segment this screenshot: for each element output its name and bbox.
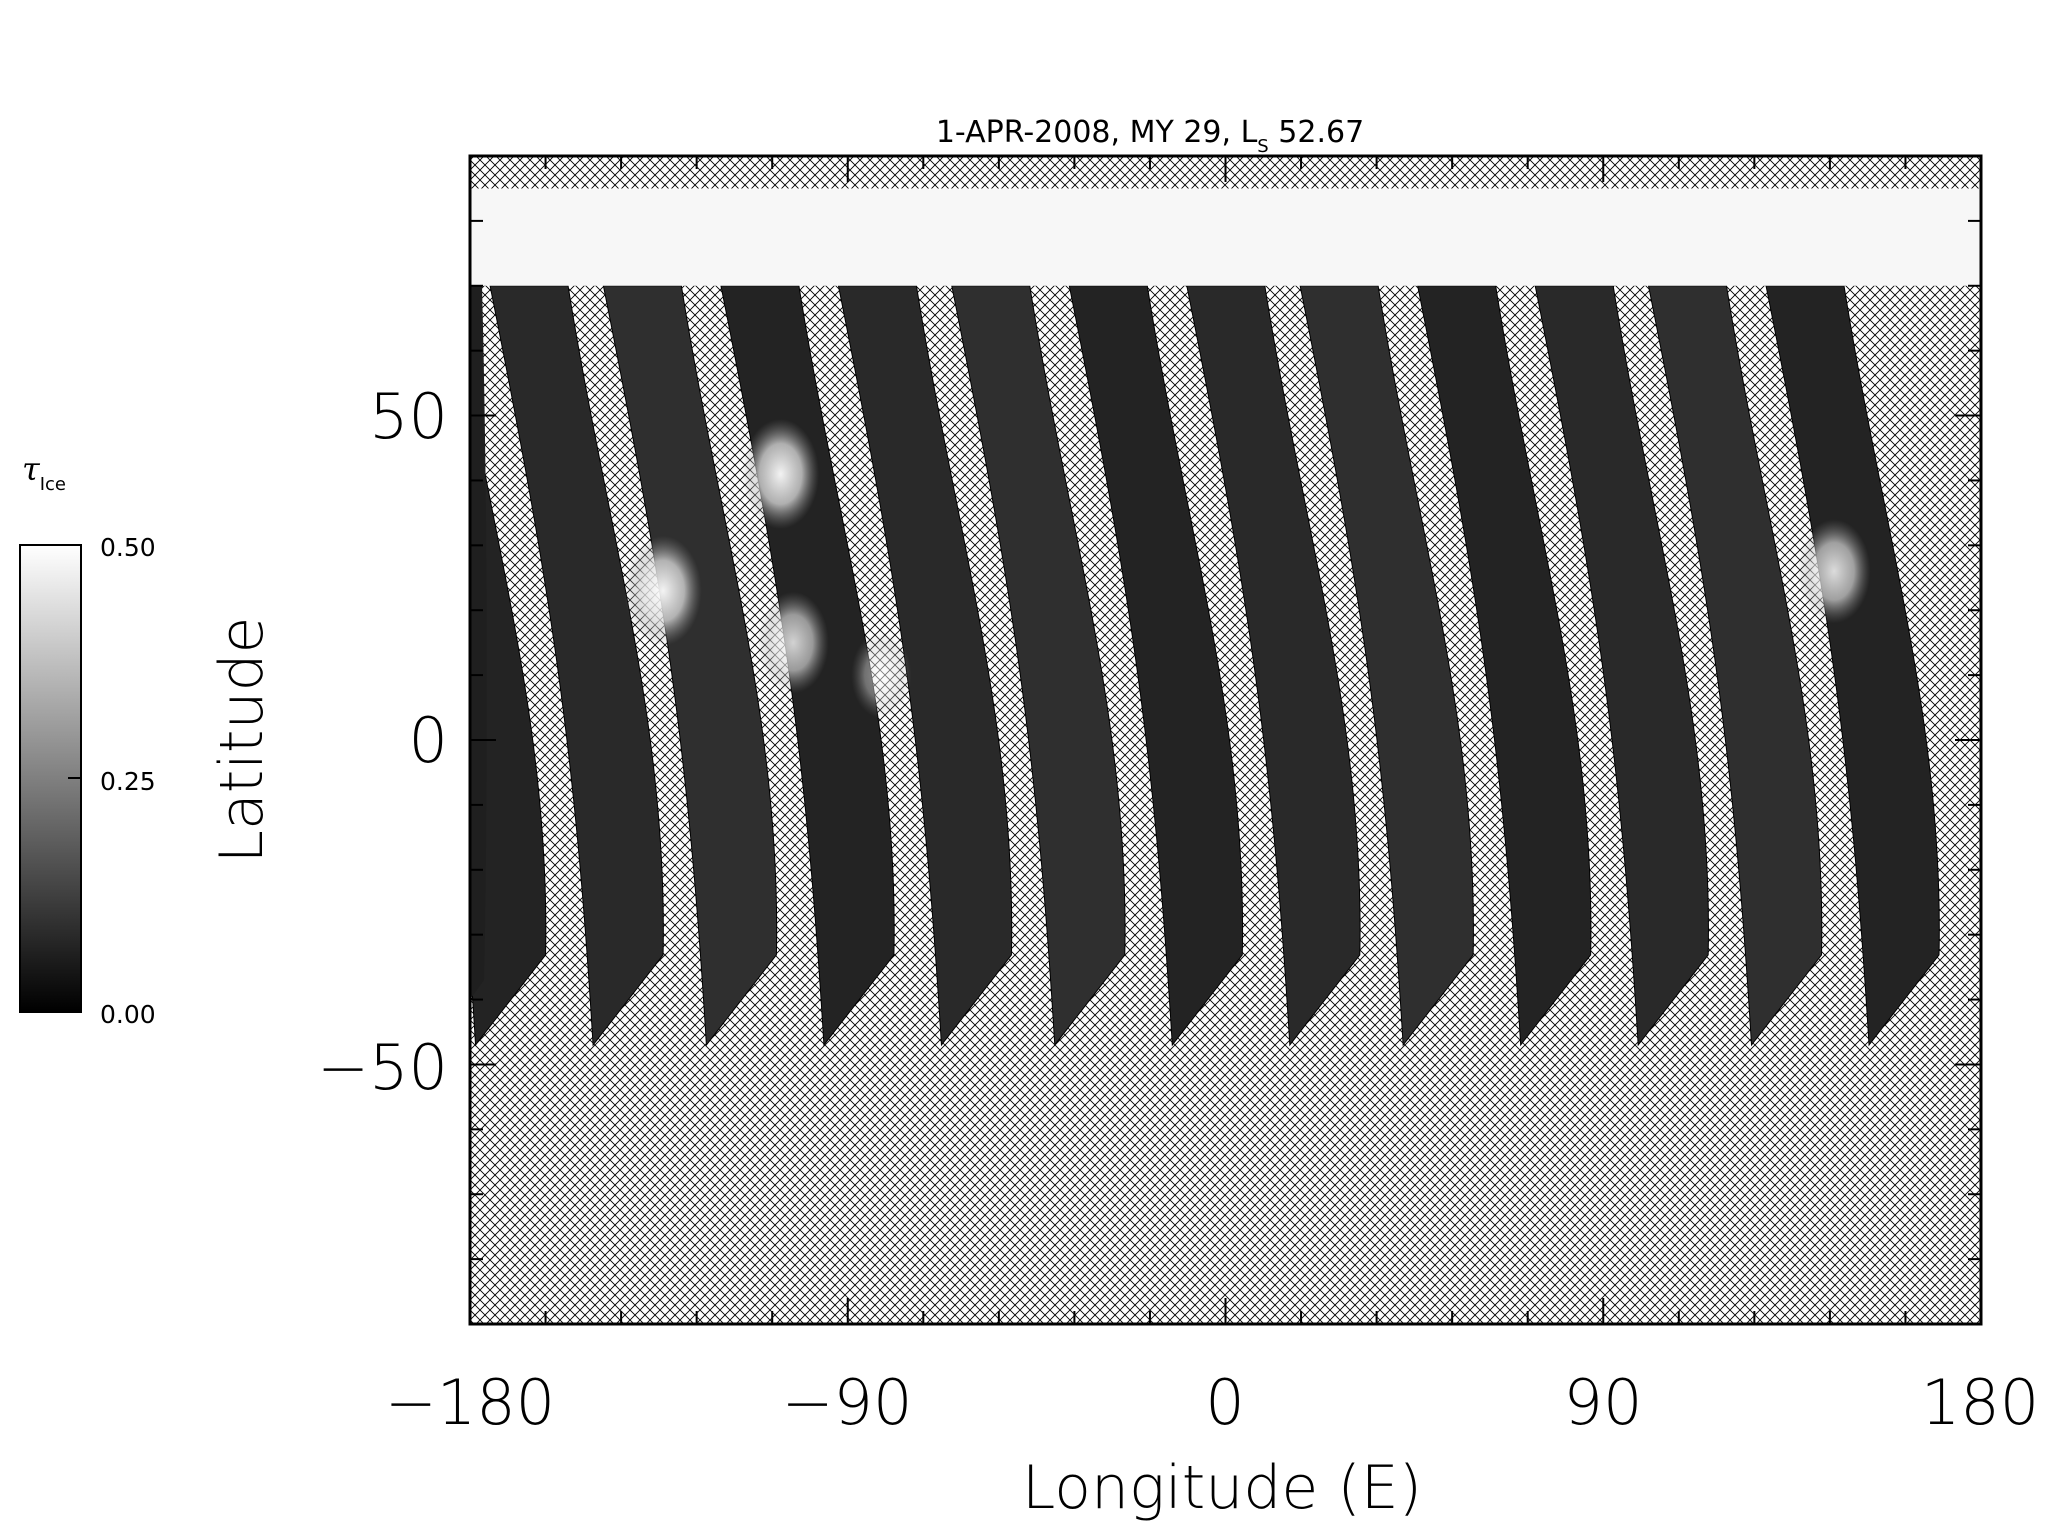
swath-gap [1914, 532, 1925, 597]
colorbar-title: τIce [22, 450, 66, 495]
swath-gap [751, 532, 762, 597]
swath [951, 285, 1126, 1047]
cloud-feature [624, 535, 702, 646]
x-tick-label: 90 [1564, 1366, 1643, 1439]
swath [1534, 285, 1709, 1047]
cloud-feature [1797, 519, 1871, 624]
x-tick-label: 0 [1205, 1366, 1244, 1439]
x-tick-label: −180 [385, 1366, 555, 1439]
swath [470, 393, 547, 1047]
x-tick-labels: −180 −90 0 90 180 [385, 1366, 2039, 1439]
swath [837, 285, 1013, 1047]
swath-gap [1448, 532, 1459, 597]
swath [1647, 285, 1823, 1047]
swath-gap [1334, 532, 1345, 597]
bright-cloud-features [624, 418, 1871, 719]
polar-cap-band [470, 188, 1981, 286]
colorbar-tick-label: 0.25 [100, 767, 156, 796]
y-tick-label: −50 [317, 1031, 448, 1104]
swath-gap [520, 532, 531, 597]
cloud-feature [757, 591, 829, 694]
plot-frame [468, 154, 1983, 1326]
y-axis-title: Latitude [207, 617, 277, 864]
swath-gap [1565, 532, 1576, 597]
colorbar-tick-label: 0.00 [100, 1000, 156, 1029]
y-tick-label: 50 [369, 380, 448, 453]
cloud-feature [742, 418, 820, 529]
plot-area [468, 154, 1983, 1326]
swath [489, 285, 664, 1047]
swath [1299, 285, 1474, 1047]
swath [1186, 285, 1361, 1047]
swath-gap [986, 532, 997, 597]
y-tick-label: 0 [409, 704, 448, 777]
colorbar-tick-label: 0.50 [100, 533, 156, 562]
x-axis-title: Longitude (E) [1022, 1453, 1422, 1523]
swath-gap [1217, 532, 1228, 597]
swath [1417, 285, 1592, 1047]
x-tick-label: −90 [782, 1366, 913, 1439]
chart-title: 1-APR-2008, MY 29, LS 52.67 [936, 115, 1364, 157]
swath-gap [1683, 532, 1694, 597]
swath [1068, 285, 1244, 1047]
swath-gap [868, 532, 879, 597]
swath-gap [1099, 532, 1110, 597]
y-tick-labels: −50 0 50 [317, 380, 448, 1104]
x-tick-label: 180 [1921, 1366, 2039, 1439]
swath [470, 285, 487, 1000]
observation-swaths [470, 285, 1940, 1047]
colorbar: τIce 0.50 0.25 0.00 [19, 450, 156, 1029]
cloud-feature [851, 632, 912, 719]
